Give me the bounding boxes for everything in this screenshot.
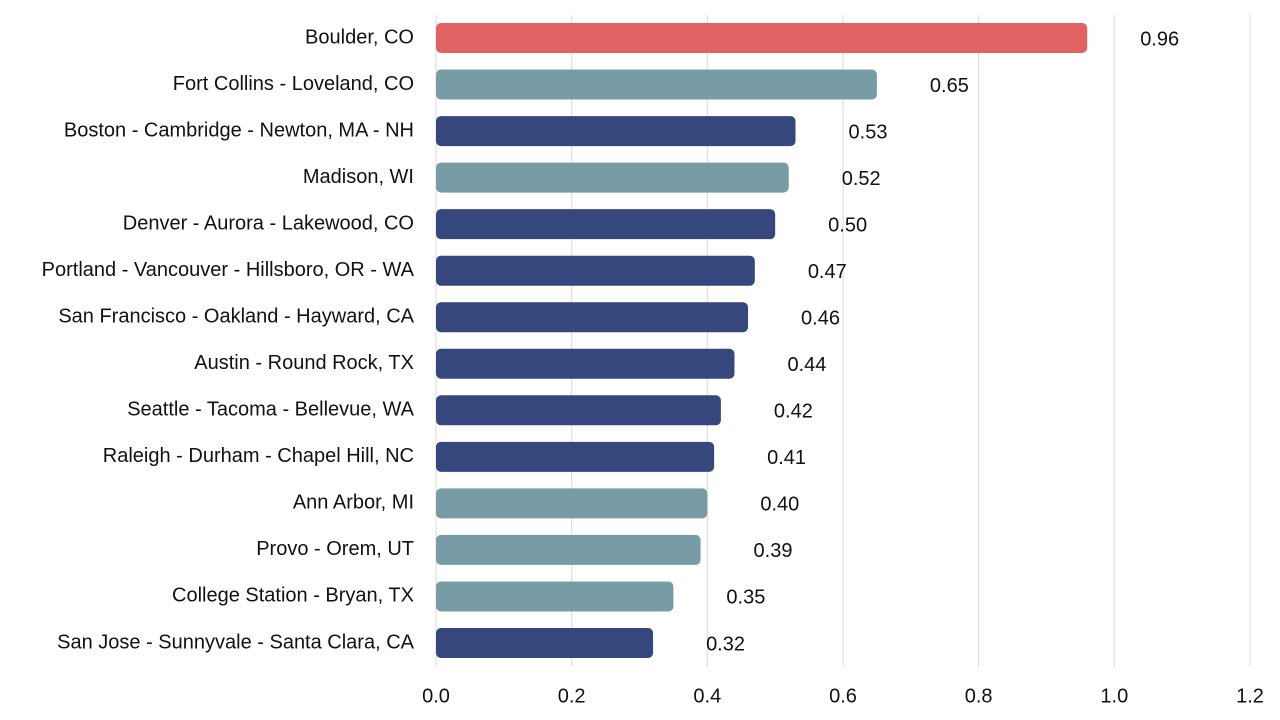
bar (436, 628, 654, 658)
y-tick-label: Austin - Round Rock, TX (194, 352, 414, 374)
y-tick-label: Provo - Orem, UT (256, 538, 414, 560)
x-tick-label: 1.2 (1236, 685, 1264, 707)
x-tick-label: 0.8 (965, 685, 993, 707)
y-tick-label: Raleigh - Durham - Chapel Hill, NC (103, 445, 414, 467)
bar (436, 69, 877, 100)
y-tick-label: Seattle - Tacoma - Bellevue, WA (127, 399, 414, 421)
x-tick-label: 0.6 (829, 685, 857, 707)
y-tick-label: Portland - Vancouver - Hillsboro, OR - W… (42, 259, 415, 281)
x-tick-label: 1.0 (1100, 685, 1128, 707)
bar (436, 209, 776, 240)
bar (436, 488, 708, 519)
data-label: 0.42 (774, 401, 813, 423)
x-tick-label: 0.4 (693, 685, 721, 707)
data-label: 0.32 (706, 633, 745, 655)
bar (436, 116, 796, 147)
y-tick-label: Ann Arbor, MI (293, 492, 414, 514)
y-tick-label: College Station - Bryan, TX (172, 585, 414, 607)
data-label: 0.44 (787, 354, 826, 376)
bar (436, 348, 735, 379)
y-tick-label: Madison, WI (303, 166, 414, 188)
data-label: 0.40 (760, 494, 799, 516)
bar (436, 441, 715, 472)
bar (436, 162, 789, 193)
y-tick-label: Denver - Aurora - Lakewood, CO (123, 212, 414, 234)
y-tick-label: San Jose - Sunnyvale - Santa Clara, CA (57, 631, 415, 653)
bar (436, 534, 701, 565)
data-label: 0.50 (828, 214, 867, 236)
bar (436, 302, 749, 333)
data-label: 0.41 (767, 447, 806, 469)
y-tick-label: Boulder, CO (305, 26, 414, 48)
bar (436, 581, 674, 612)
y-tick-label: Fort Collins - Loveland, CO (173, 73, 414, 95)
bar (436, 255, 755, 286)
y-tick-label: San Francisco - Oakland - Hayward, CA (58, 306, 414, 328)
data-label: 0.65 (930, 75, 969, 97)
data-label: 0.46 (801, 308, 840, 330)
data-label: 0.96 (1140, 28, 1179, 50)
x-tick-label: 0.0 (422, 685, 450, 707)
data-label: 0.47 (808, 261, 847, 283)
bar (436, 23, 1088, 53)
data-label: 0.52 (842, 168, 881, 190)
data-label: 0.39 (754, 540, 793, 562)
y-tick-label: Boston - Cambridge - Newton, MA - NH (64, 119, 414, 141)
data-label: 0.53 (849, 121, 888, 143)
bar (436, 395, 721, 426)
data-label: 0.35 (726, 587, 765, 609)
x-tick-label: 0.2 (558, 685, 586, 707)
